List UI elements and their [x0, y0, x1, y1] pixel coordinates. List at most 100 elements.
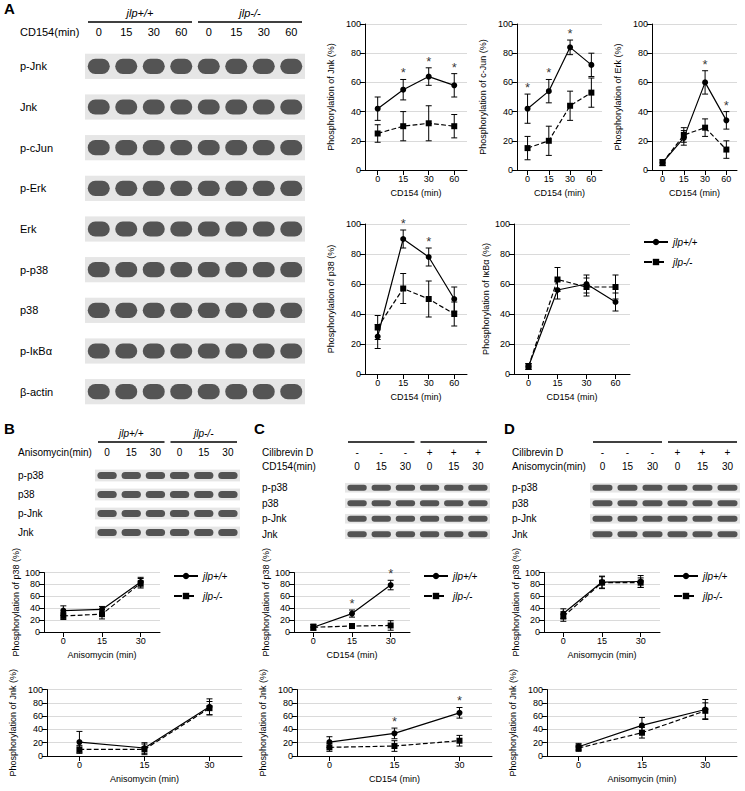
svg-text:30: 30: [700, 760, 710, 770]
svg-text:Phosphorylation of IκBα (%): Phosphorylation of IκBα (%): [481, 243, 491, 355]
svg-text:80: 80: [530, 579, 540, 589]
svg-text:30: 30: [472, 461, 484, 472]
svg-text:40: 40: [351, 107, 361, 117]
svg-text:30: 30: [148, 26, 160, 38]
svg-text:jlp-/-: jlp-/-: [192, 428, 214, 439]
svg-text:β-actin: β-actin: [20, 386, 53, 398]
svg-text:p-Jnk: p-Jnk: [262, 513, 287, 524]
svg-text:40: 40: [530, 603, 540, 613]
svg-text:0: 0: [525, 174, 530, 184]
svg-text:jlp-/-: jlp-/-: [701, 591, 723, 602]
svg-text:100: 100: [346, 219, 361, 229]
svg-text:p38: p38: [20, 304, 38, 316]
svg-text:100: 100: [528, 685, 543, 695]
svg-text:*: *: [392, 714, 397, 729]
svg-text:Anisomycin (min): Anisomycin (min): [110, 774, 179, 784]
svg-text:40: 40: [503, 107, 513, 117]
svg-text:15: 15: [679, 174, 689, 184]
svg-text:-: -: [601, 447, 604, 458]
svg-text:+: +: [700, 447, 706, 458]
svg-text:Anisomycin (min): Anisomycin (min): [67, 650, 136, 660]
svg-text:15: 15: [389, 760, 399, 770]
svg-text:0: 0: [576, 760, 581, 770]
svg-text:30: 30: [454, 760, 464, 770]
svg-text:0: 0: [311, 636, 316, 646]
svg-text:0: 0: [356, 369, 361, 379]
svg-text:30: 30: [258, 26, 270, 38]
svg-text:15: 15: [622, 461, 634, 472]
svg-text:100: 100: [525, 568, 540, 578]
svg-text:80: 80: [500, 249, 510, 259]
svg-text:0: 0: [526, 378, 531, 388]
svg-text:Phosphorylation of Jnk (%): Phosphorylation of Jnk (%): [8, 669, 18, 777]
svg-text:Cilibrevin D: Cilibrevin D: [512, 447, 563, 458]
svg-text:30: 30: [204, 760, 214, 770]
svg-text:20: 20: [500, 339, 510, 349]
svg-text:80: 80: [638, 48, 648, 58]
svg-text:Phosphorylation of Jnk (%): Phosphorylation of Jnk (%): [326, 43, 336, 151]
svg-text:C: C: [254, 420, 265, 437]
svg-text:15: 15: [398, 378, 408, 388]
svg-text:0: 0: [327, 760, 332, 770]
svg-text:Jnk: Jnk: [512, 529, 529, 540]
svg-text:100: 100: [278, 685, 293, 695]
svg-text:30: 30: [700, 174, 710, 184]
svg-text:30: 30: [581, 378, 591, 388]
svg-text:+: +: [427, 447, 433, 458]
svg-text:Jnk: Jnk: [262, 529, 279, 540]
svg-text:A: A: [4, 0, 15, 17]
svg-text:*: *: [525, 80, 530, 95]
svg-text:Anisomycin (min): Anisomycin (min): [607, 774, 676, 784]
svg-text:30: 30: [424, 378, 434, 388]
svg-text:0: 0: [660, 174, 665, 184]
svg-text:60: 60: [283, 711, 293, 721]
svg-text:60: 60: [721, 174, 731, 184]
svg-text:40: 40: [500, 309, 510, 319]
svg-text:0: 0: [206, 26, 212, 38]
svg-text:60: 60: [530, 591, 540, 601]
svg-text:100: 100: [495, 219, 510, 229]
svg-text:0: 0: [535, 627, 540, 637]
svg-text:30: 30: [400, 461, 412, 472]
svg-text:Phosphorylation of Jnk (%): Phosphorylation of Jnk (%): [508, 669, 518, 777]
svg-text:p-Jnk: p-Jnk: [512, 513, 537, 524]
svg-text:80: 80: [280, 579, 290, 589]
svg-text:80: 80: [351, 249, 361, 259]
svg-text:0: 0: [600, 461, 606, 472]
svg-text:100: 100: [25, 568, 40, 578]
svg-text:100: 100: [28, 685, 43, 695]
svg-text:jlp-/-: jlp-/-: [237, 7, 261, 19]
svg-text:p-Jnk: p-Jnk: [18, 508, 43, 519]
svg-text:20: 20: [530, 615, 540, 625]
svg-text:jlp+/+: jlp+/+: [451, 571, 478, 582]
svg-text:15: 15: [697, 461, 709, 472]
svg-text:20: 20: [33, 738, 43, 748]
svg-text:0: 0: [38, 751, 43, 761]
svg-text:15: 15: [126, 447, 138, 458]
svg-text:CD154 (min): CD154 (min): [369, 774, 420, 784]
svg-text:40: 40: [351, 309, 361, 319]
svg-text:CD154(min): CD154(min): [262, 461, 316, 472]
svg-text:60: 60: [351, 279, 361, 289]
svg-text:Phosphorylation of p38 (%): Phosphorylation of p38 (%): [11, 548, 21, 657]
svg-text:*: *: [457, 693, 462, 708]
svg-text:0: 0: [77, 760, 82, 770]
svg-text:jlp+/+: jlp+/+: [671, 237, 698, 248]
svg-text:*: *: [401, 216, 406, 231]
svg-text:100: 100: [346, 19, 361, 29]
svg-text:*: *: [546, 65, 551, 80]
svg-text:Anisomycin(min): Anisomycin(min): [18, 447, 92, 458]
svg-text:Jnk: Jnk: [20, 101, 38, 113]
svg-text:20: 20: [280, 615, 290, 625]
svg-text:15: 15: [139, 760, 149, 770]
svg-text:+: +: [475, 447, 481, 458]
svg-text:60: 60: [503, 77, 513, 87]
svg-text:+: +: [675, 447, 681, 458]
svg-text:CD154 (min): CD154 (min): [669, 188, 720, 198]
svg-text:0: 0: [35, 627, 40, 637]
svg-text:-: -: [355, 447, 358, 458]
svg-text:*: *: [349, 596, 354, 611]
svg-text:p-p38: p-p38: [512, 482, 538, 493]
svg-text:60: 60: [449, 378, 459, 388]
svg-text:jlp+/+: jlp+/+: [125, 7, 154, 19]
